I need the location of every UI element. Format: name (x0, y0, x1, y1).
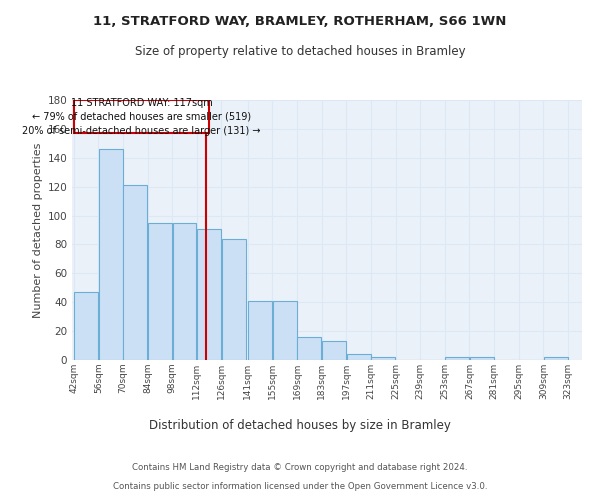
Bar (445, 357, 469, 360)
Bar (544, 357, 568, 360)
Bar (298, 337, 322, 360)
Text: Size of property relative to detached houses in Bramley: Size of property relative to detached ho… (134, 45, 466, 58)
Bar (124, 185, 147, 360)
Text: Contains public sector information licensed under the Open Government Licence v3: Contains public sector information licen… (113, 482, 487, 491)
Text: Distribution of detached houses by size in Bramley: Distribution of detached houses by size … (149, 420, 451, 432)
FancyBboxPatch shape (74, 100, 209, 133)
Bar (222, 238, 246, 360)
Y-axis label: Number of detached properties: Number of detached properties (33, 142, 43, 318)
Text: 11 STRATFORD WAY: 117sqm
← 79% of detached houses are smaller (519)
20% of semi-: 11 STRATFORD WAY: 117sqm ← 79% of detach… (22, 98, 261, 136)
Bar (273, 301, 297, 360)
Bar (148, 223, 172, 360)
Text: 11, STRATFORD WAY, BRAMLEY, ROTHERHAM, S66 1WN: 11, STRATFORD WAY, BRAMLEY, ROTHERHAM, S… (94, 15, 506, 28)
Text: Contains HM Land Registry data © Crown copyright and database right 2024.: Contains HM Land Registry data © Crown c… (132, 464, 468, 472)
Bar (99, 149, 122, 360)
Bar (173, 223, 196, 360)
Bar (347, 354, 371, 360)
Bar (197, 228, 221, 360)
Bar (470, 357, 494, 360)
Bar (74, 292, 98, 360)
Bar (248, 301, 272, 360)
Bar (322, 341, 346, 360)
Bar (371, 357, 395, 360)
